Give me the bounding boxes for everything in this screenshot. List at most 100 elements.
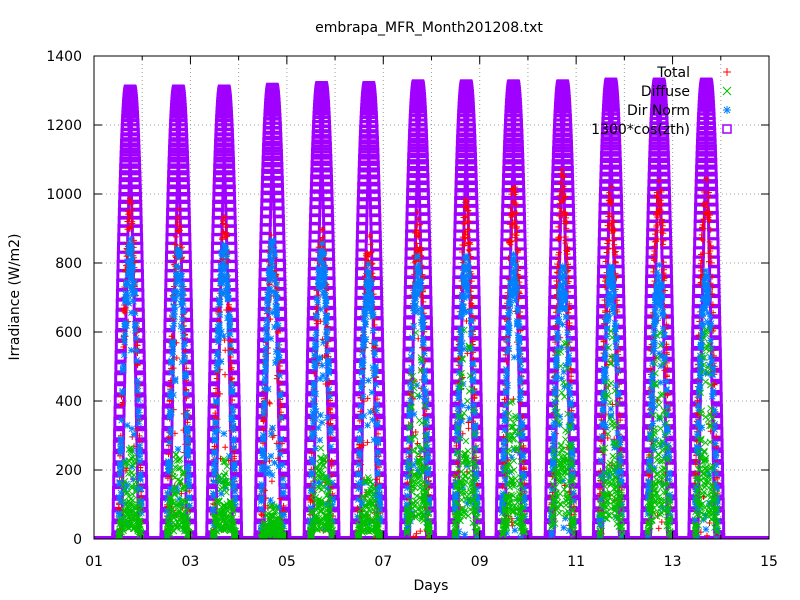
cos-zenith-point [367,141,380,154]
dir-norm-point [228,415,235,423]
cos-zenith-point [561,152,574,165]
dir-norm-point [210,492,217,500]
dir-norm-point [325,386,333,393]
dir-norm-point [458,313,465,321]
dir-norm-point [422,391,430,398]
cos-zenith-point [609,138,622,151]
cos-zenith-point [615,403,628,416]
dir-norm-point [560,524,568,532]
dir-norm-point [217,358,225,365]
cos-zenith-point [502,173,515,186]
dir-norm-point [220,430,228,438]
dir-norm-point [551,388,559,396]
dir-norm-point [354,496,362,503]
cos-zenith-point [222,144,235,157]
dir-norm-point [371,339,378,347]
cos-zenith-point [212,177,225,190]
dir-norm-point [516,396,524,403]
dir-norm-point [276,450,284,458]
dir-norm-point [408,364,415,372]
dir-norm-point [172,280,180,288]
dir-norm-point [230,461,238,469]
dir-norm-point [267,335,275,343]
dir-norm-point [279,490,287,498]
cos-zenith-point [512,165,525,178]
dir-norm-point [365,269,373,277]
cos-zenith-point [692,246,705,259]
dir-norm-point [325,365,333,372]
dir-norm-point [230,438,238,445]
cos-zenith-point [255,416,268,429]
dir-norm-point [169,338,177,346]
cos-zenith-point [166,177,179,190]
cos-zenith-point [416,140,429,153]
dir-norm-point [134,387,142,395]
dir-norm-point [263,307,271,315]
cos-zenith-point [176,150,189,163]
cos-zenith-point [368,174,381,187]
dir-norm-point [168,357,175,365]
cos-zenith-point [206,486,219,499]
cos-zenith-point [166,184,179,197]
cos-zenith-point [614,369,627,382]
total-point [126,216,133,223]
cos-zenith-point [177,170,190,183]
dir-norm-point [274,341,282,349]
dir-norm-point [322,302,330,310]
cos-zenith-point [176,144,189,157]
dir-norm-point [267,452,275,460]
dir-norm-point [556,289,564,297]
dir-norm-point [367,408,374,416]
cos-zenith-point [275,328,288,341]
dir-norm-point [550,441,557,449]
cos-zenith-point [647,179,660,192]
cos-zenith-point [617,533,630,539]
dir-norm-point [516,379,524,386]
dir-norm-point [602,315,610,323]
cos-zenith-point [711,438,724,451]
dir-norm-point [135,406,142,414]
dir-norm-point [279,475,287,483]
dir-norm-point [231,482,238,490]
cos-zenith-point [658,157,671,170]
total-point [126,197,133,204]
dir-norm-point [322,312,330,320]
dir-norm-point [262,344,270,351]
dir-norm-point [317,305,324,313]
cos-zenith-point [465,173,478,186]
dir-norm-point [320,259,327,267]
dir-norm-point [273,311,281,319]
dir-norm-point [599,419,606,427]
dir-norm-point [181,339,189,347]
cos-zenith-point [402,348,415,361]
dir-norm-point [458,293,466,301]
dir-norm-point [519,451,527,459]
cos-zenith-point [694,171,707,184]
cos-zenith-point [118,184,131,197]
dir-norm-point [261,374,269,382]
cos-zenith-point [129,177,142,190]
dir-norm-point [218,291,226,298]
cos-zenith-point [421,327,434,340]
dir-norm-point [316,353,324,361]
dir-norm-point [128,425,136,433]
cos-zenith-point [320,160,333,173]
dir-norm-point [421,378,429,386]
dir-norm-point [557,273,564,281]
cos-zenith-point [465,165,478,178]
dir-norm-point [570,489,577,497]
cos-zenith-point [276,360,289,373]
dir-norm-point [468,325,476,332]
dir-norm-point [178,273,186,280]
dir-norm-point [310,396,317,404]
cos-zenith-point [177,156,190,169]
dir-norm-point [263,316,271,324]
dir-norm-point [213,399,220,406]
cos-zenith-point [498,337,511,350]
total-point [129,206,136,213]
dir-norm-point [275,443,283,451]
dir-norm-point [135,413,142,421]
cos-zenith-point [319,141,332,154]
dir-norm-point [270,272,278,280]
